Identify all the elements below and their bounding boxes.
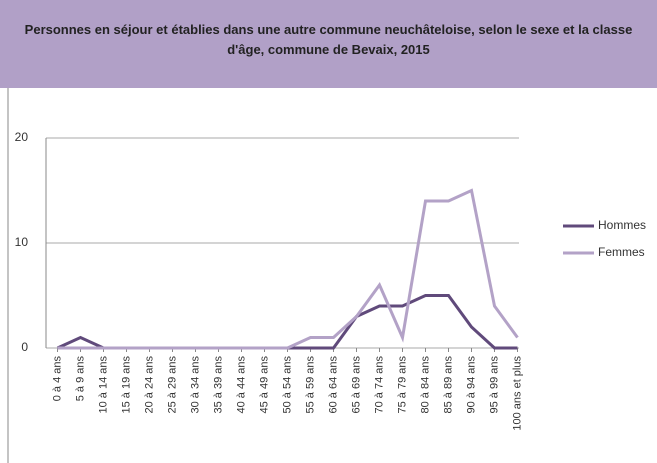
legend-label: Hommes	[598, 218, 646, 232]
title-banner	[0, 0, 657, 88]
x-tick-label: 65 à 69 ans	[350, 356, 362, 414]
y-tick-label: 0	[21, 340, 28, 354]
x-tick-label: 60 à 64 ans	[327, 356, 339, 414]
x-tick-label: 100 ans et plus	[511, 356, 523, 431]
x-tick-label: 55 à 59 ans	[304, 356, 316, 414]
x-tick-label: 75 à 79 ans	[396, 356, 408, 414]
y-tick-label: 10	[15, 235, 29, 249]
x-tick-label: 25 à 29 ans	[166, 356, 178, 414]
line-series	[57, 188, 519, 350]
line-series	[56, 294, 518, 350]
x-tick-label: 45 à 49 ans	[258, 356, 270, 414]
x-tick-label: 95 à 99 ans	[488, 356, 500, 414]
x-tick-label: 50 à 54 ans	[281, 356, 293, 414]
x-tick-label: 70 à 74 ans	[373, 356, 385, 414]
chart-title: Personnes en séjour et établies dans une…	[24, 22, 633, 57]
x-tick-label: 35 à 39 ans	[212, 356, 224, 414]
x-tick-label: 20 à 24 ans	[143, 356, 155, 414]
x-tick-label: 80 à 84 ans	[419, 356, 431, 414]
x-tick-label: 90 à 94 ans	[465, 356, 477, 414]
x-tick-label: 10 à 14 ans	[97, 356, 109, 414]
x-tick-label: 15 à 19 ans	[120, 356, 132, 414]
y-tick-label: 20	[15, 130, 29, 144]
x-tick-label: 40 à 44 ans	[235, 356, 247, 414]
x-tick-label: 5 à 9 ans	[74, 356, 86, 402]
x-tick-label: 85 à 89 ans	[442, 356, 454, 414]
legend-label: Femmes	[598, 245, 645, 259]
x-tick-label: 0 à 4 ans	[51, 356, 63, 402]
x-tick-label: 30 à 34 ans	[189, 356, 201, 414]
